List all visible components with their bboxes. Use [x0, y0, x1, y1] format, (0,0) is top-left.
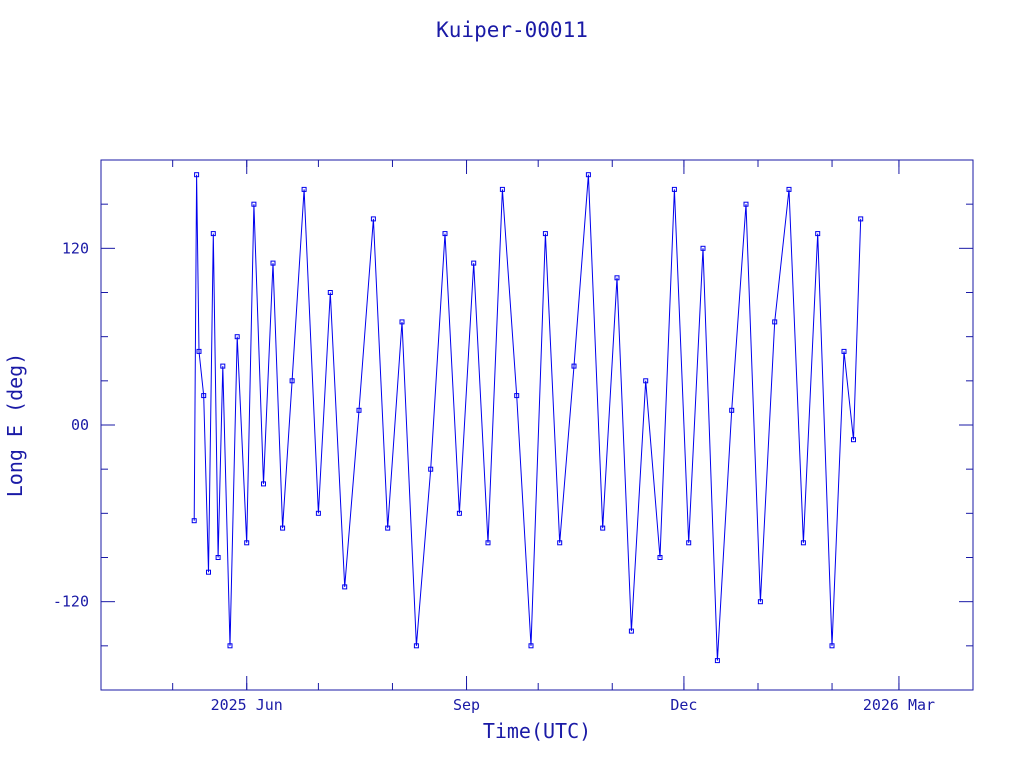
data-series [193, 174, 862, 661]
x-axis-ticks: 2025 Jun Sep Dec 2026 Mar [211, 160, 935, 714]
data-point [206, 569, 211, 575]
data-point [215, 555, 221, 560]
y-axis-ticks: 120 00 -120 [53, 239, 973, 611]
data-point [557, 540, 563, 546]
plot-frame [100, 159, 974, 691]
data-point [251, 201, 257, 207]
data-point [428, 466, 434, 472]
data-point [528, 643, 534, 649]
data-point [851, 437, 856, 443]
data-point [327, 290, 333, 295]
data-point [858, 216, 864, 222]
data-point [315, 510, 321, 516]
data-point [356, 407, 362, 413]
data-point [729, 407, 735, 413]
data-point [201, 393, 207, 399]
data-point [628, 628, 634, 634]
data-point [280, 525, 286, 531]
data-point [786, 186, 792, 192]
data-point [657, 555, 663, 560]
data-point [370, 216, 376, 222]
data-point [800, 540, 806, 546]
data-point [227, 643, 233, 649]
data-point [485, 540, 491, 546]
data-point [289, 378, 295, 384]
data-point [220, 363, 226, 369]
x-tick-label: Sep [453, 696, 480, 714]
y-tick-label: 00 [71, 416, 89, 434]
data-point [261, 481, 266, 487]
data-point [196, 348, 202, 354]
data-point [686, 540, 692, 546]
data-point [413, 643, 419, 649]
data-point [841, 348, 847, 354]
data-point [600, 525, 606, 531]
data-point [270, 260, 276, 266]
data-point [614, 275, 620, 281]
data-point [244, 540, 250, 546]
data-point [743, 201, 749, 207]
data-point [499, 186, 505, 192]
x-tick-label: Dec [670, 696, 697, 714]
data-point [342, 584, 348, 590]
chart-title: Kuiper-00011 [436, 18, 588, 42]
y-tick-label: -120 [53, 593, 89, 611]
data-point [585, 172, 591, 178]
data-point [471, 260, 477, 266]
data-point [210, 231, 216, 237]
data-point [671, 186, 677, 192]
data-point [399, 319, 405, 325]
x-axis-label: Time(UTC) [483, 719, 591, 743]
data-point [514, 393, 520, 399]
x-tick-label: 2026 Mar [863, 696, 935, 714]
data-point [442, 231, 448, 237]
data-point [815, 231, 821, 237]
data-point [385, 525, 391, 531]
data-point [301, 186, 307, 192]
data-point [542, 231, 548, 237]
data-point [571, 363, 577, 369]
minor-ticks [101, 160, 973, 690]
data-point [757, 599, 763, 605]
data-point [643, 378, 649, 384]
data-point [714, 658, 720, 664]
y-tick-label: 120 [62, 239, 89, 257]
data-point [829, 643, 835, 649]
y-axis-label: Long E (deg) [3, 353, 27, 498]
data-points [191, 172, 864, 664]
data-point [456, 510, 462, 516]
data-point [194, 172, 200, 178]
data-point [191, 518, 197, 524]
data-point [234, 334, 240, 340]
data-point [700, 245, 706, 251]
series-line [193, 174, 862, 661]
data-point [772, 319, 778, 325]
x-tick-label: 2025 Jun [211, 696, 283, 714]
